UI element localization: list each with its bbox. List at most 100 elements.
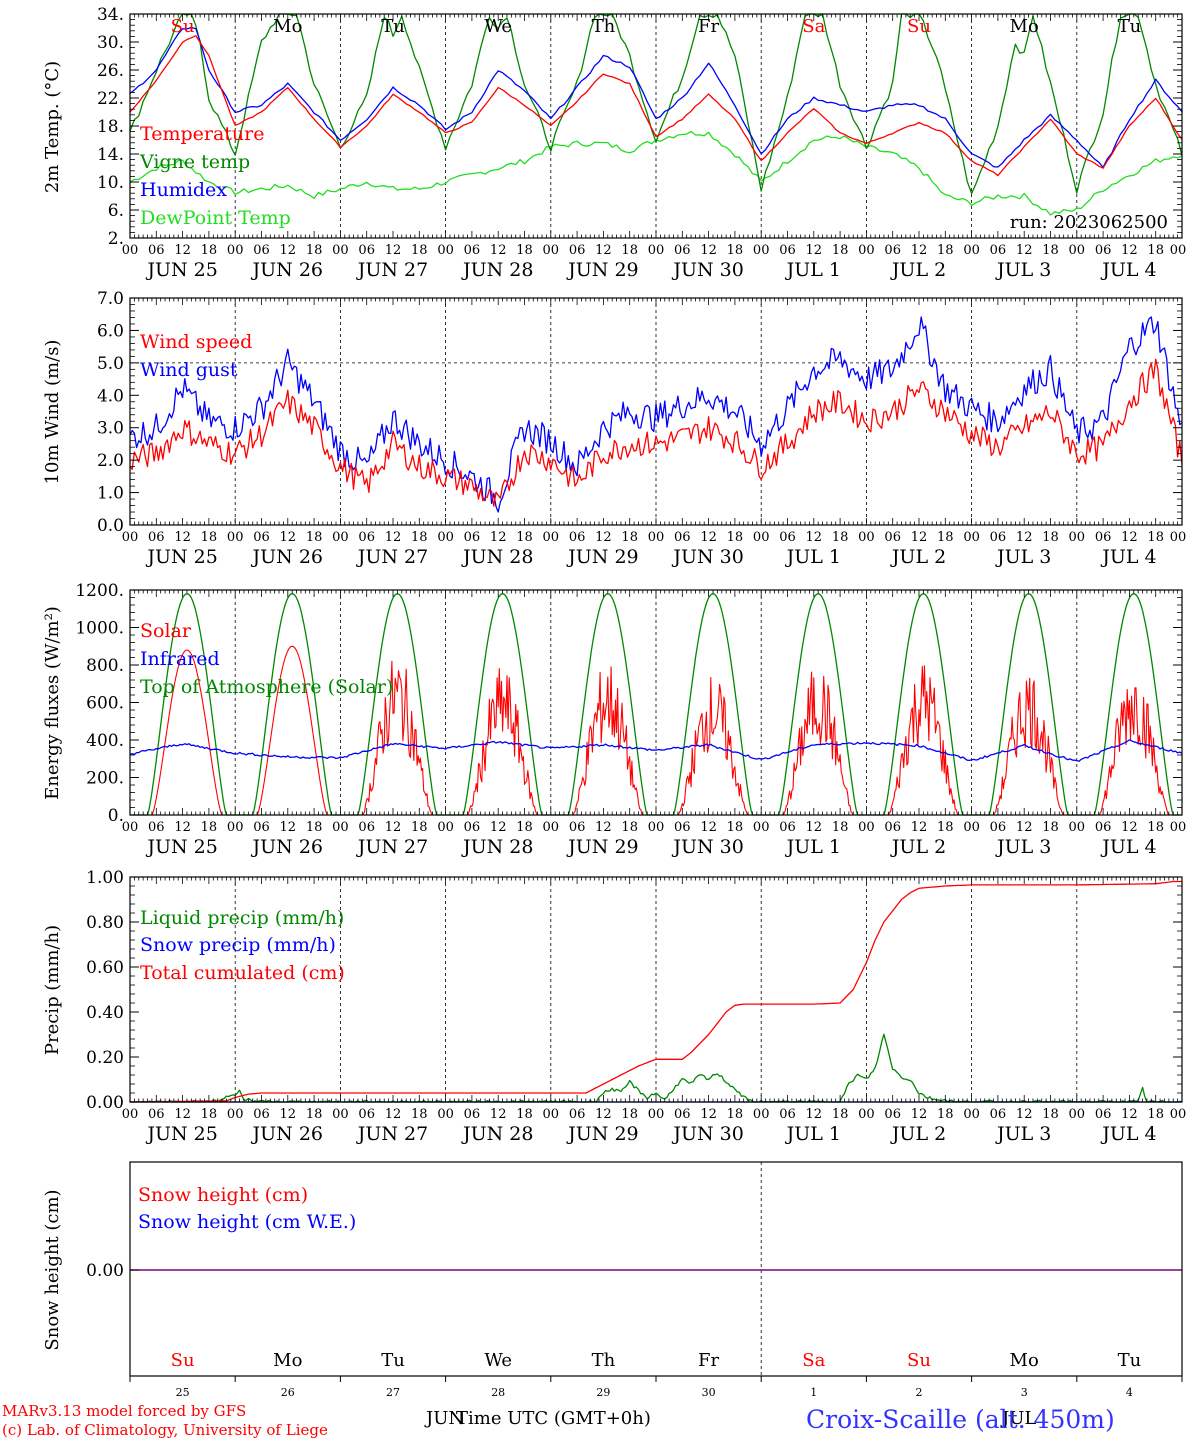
weekday-label: Tu xyxy=(381,16,405,37)
y-tick-label: 800. xyxy=(86,656,124,676)
hour-tick-label: 12 xyxy=(1121,530,1138,545)
hour-tick-label: 12 xyxy=(174,243,191,258)
date-label: JUN 27 xyxy=(356,259,428,281)
hour-tick-label: 18 xyxy=(727,820,744,835)
hour-tick-label: 12 xyxy=(1016,243,1033,258)
hour-tick-label: 00 xyxy=(543,1107,560,1122)
weekday-label: Su xyxy=(171,16,195,37)
date-label: JUL 1 xyxy=(785,259,841,281)
y-tick-label: 2.0 xyxy=(97,451,124,471)
hour-tick-label: 00 xyxy=(1069,530,1086,545)
weekday-label: Tu xyxy=(1118,1350,1142,1371)
footer-month-left: JUN xyxy=(424,1408,464,1429)
hour-tick-label: 00 xyxy=(963,820,980,835)
hour-tick-label: 12 xyxy=(806,530,823,545)
series-layer xyxy=(129,13,1183,1271)
hour-tick-label: 06 xyxy=(779,820,796,835)
hour-tick-label: 06 xyxy=(569,243,586,258)
y-tick-label: 3.0 xyxy=(97,419,124,439)
date-label: JUN 27 xyxy=(356,546,428,568)
hour-tick-label: 12 xyxy=(280,820,297,835)
weekday-label: Tu xyxy=(381,1350,405,1371)
hour-tick-label: 00 xyxy=(227,820,244,835)
weekday-label: Mo xyxy=(1010,1350,1039,1371)
day-number-label: 27 xyxy=(386,1386,400,1399)
y-tick-label: 0. xyxy=(108,806,124,826)
weekday-label: Fr xyxy=(698,1350,719,1371)
y-axis-label: Precip (mm/h) xyxy=(42,925,63,1055)
hour-tick-label: 00 xyxy=(648,530,665,545)
hour-tick-label: 00 xyxy=(227,1107,244,1122)
legend-entry: DewPoint Temp xyxy=(140,207,291,229)
hour-tick-label: 06 xyxy=(779,1107,796,1122)
weekday-label: We xyxy=(484,16,512,37)
hour-tick-label: 00 xyxy=(332,820,349,835)
y-tick-label: 14. xyxy=(97,145,124,165)
hour-tick-label: 12 xyxy=(700,820,717,835)
hour-tick-label: 12 xyxy=(385,243,402,258)
hour-tick-label: 00 xyxy=(1069,1107,1086,1122)
hour-tick-label: 18 xyxy=(1042,243,1059,258)
hour-tick-label: 00 xyxy=(648,243,665,258)
hour-tick-label: 00 xyxy=(753,530,770,545)
station-name: Croix-Scaille (alt. 450m) xyxy=(806,1405,1115,1434)
hour-tick-label: 12 xyxy=(911,1107,928,1122)
day-number-label: 26 xyxy=(281,1386,295,1399)
weekday-label: Th xyxy=(592,16,616,37)
hour-tick-label: 18 xyxy=(306,1107,323,1122)
hour-tick-label: 18 xyxy=(832,1107,849,1122)
hour-tick-label: 18 xyxy=(1042,1107,1059,1122)
hour-tick-label: 06 xyxy=(569,530,586,545)
hour-tick-label: 18 xyxy=(621,530,638,545)
hour-tick-label: 00 xyxy=(1069,243,1086,258)
date-label: JUL 1 xyxy=(785,836,841,858)
infrared-line xyxy=(129,739,1183,762)
hour-tick-label: 00 xyxy=(648,1107,665,1122)
hour-tick-label: 18 xyxy=(1147,1107,1164,1122)
dewpoint-temp-line xyxy=(129,130,1183,216)
y-tick-label: 1000. xyxy=(75,619,124,639)
hour-tick-label: 12 xyxy=(490,820,507,835)
weekday-label: Su xyxy=(171,1350,195,1371)
legend-entry: Infrared xyxy=(140,648,220,670)
hour-tick-label: 00 xyxy=(753,1107,770,1122)
hour-tick-label: 12 xyxy=(280,1107,297,1122)
wind-gust-line xyxy=(129,316,1183,513)
hour-tick-label: 18 xyxy=(727,243,744,258)
hour-tick-label: 06 xyxy=(884,1107,901,1122)
date-label: JUN 25 xyxy=(145,259,217,281)
date-label: JUL 3 xyxy=(995,259,1051,281)
weekday-label: Sa xyxy=(802,16,825,37)
y-tick-label: 0.00 xyxy=(86,1261,124,1281)
date-label: JUN 26 xyxy=(251,836,323,858)
date-label: JUN 28 xyxy=(461,546,533,568)
weekday-label: Su xyxy=(907,1350,931,1371)
y-tick-label: 0.40 xyxy=(86,1003,124,1023)
date-label: JUN 28 xyxy=(461,836,533,858)
footer-credit-line1: MARv3.13 model forced by GFS xyxy=(2,1402,246,1420)
y-tick-label: 400. xyxy=(86,731,124,751)
hour-tick-label: 00 xyxy=(963,1107,980,1122)
date-label: JUL 3 xyxy=(995,1123,1051,1145)
day-number-label: 30 xyxy=(702,1386,716,1399)
legend-entry: Snow height (cm) xyxy=(138,1184,308,1206)
liquid-precip-line xyxy=(129,1033,1183,1103)
hour-tick-label: 06 xyxy=(358,820,375,835)
y-tick-label: 6. xyxy=(108,201,124,221)
date-label: JUN 25 xyxy=(145,1123,217,1145)
hour-tick-label: 12 xyxy=(700,530,717,545)
hour-tick-label: 18 xyxy=(516,530,533,545)
hour-tick-label: 06 xyxy=(884,530,901,545)
hour-tick-label: 06 xyxy=(253,243,270,258)
hour-tick-label: 12 xyxy=(595,530,612,545)
hour-tick-label: 06 xyxy=(884,243,901,258)
hour-tick-label: 18 xyxy=(1147,243,1164,258)
y-axis-label: 2m Temp. (°C) xyxy=(42,61,63,193)
hour-tick-label: 06 xyxy=(358,1107,375,1122)
hour-tick-label: 00 xyxy=(437,1107,454,1122)
hour-tick-label: 18 xyxy=(201,1107,218,1122)
y-axis-label: Energy fluxes (W/m²) xyxy=(42,606,63,800)
y-tick-label: 200. xyxy=(86,769,124,789)
hour-tick-label: 06 xyxy=(1095,530,1112,545)
